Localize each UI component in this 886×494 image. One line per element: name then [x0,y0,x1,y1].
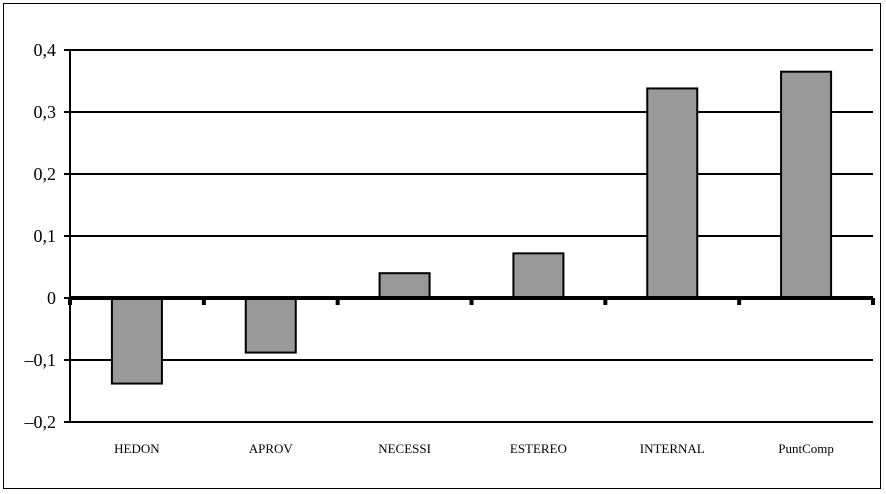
axes [64,49,875,423]
x-tick-labels: HEDON APROV NECESSI ESTEREO INTERNAL PuntComp [114,441,834,456]
x-tick-label: APROV [249,441,294,456]
x-tick-label: INTERNAL [640,441,705,456]
bars [110,70,833,385]
y-tick-labels: –0,2 –0,1 0 0,1 0,2 0,3 0,4 [24,40,57,432]
bar [244,297,297,354]
gridlines [70,49,873,423]
x-tick-label: HEDON [114,441,160,456]
y-tick-label: 0,2 [34,164,57,184]
bar [110,297,163,385]
x-tick-label: ESTEREO [510,441,567,456]
y-tick-label: 0,4 [34,40,57,60]
y-tick-label: 0,3 [34,102,57,122]
y-tick-label: –0,2 [24,412,57,432]
bar [512,252,565,299]
y-tick-label: 0,1 [34,226,57,246]
bar [378,272,431,300]
bar [780,70,833,299]
y-tick-label: –0,1 [24,350,57,370]
chart-frame [3,3,881,489]
y-tick-label: 0 [47,288,56,308]
bar [646,87,699,299]
x-tick-label: PuntComp [778,441,834,456]
x-tick-label: NECESSI [378,441,431,456]
